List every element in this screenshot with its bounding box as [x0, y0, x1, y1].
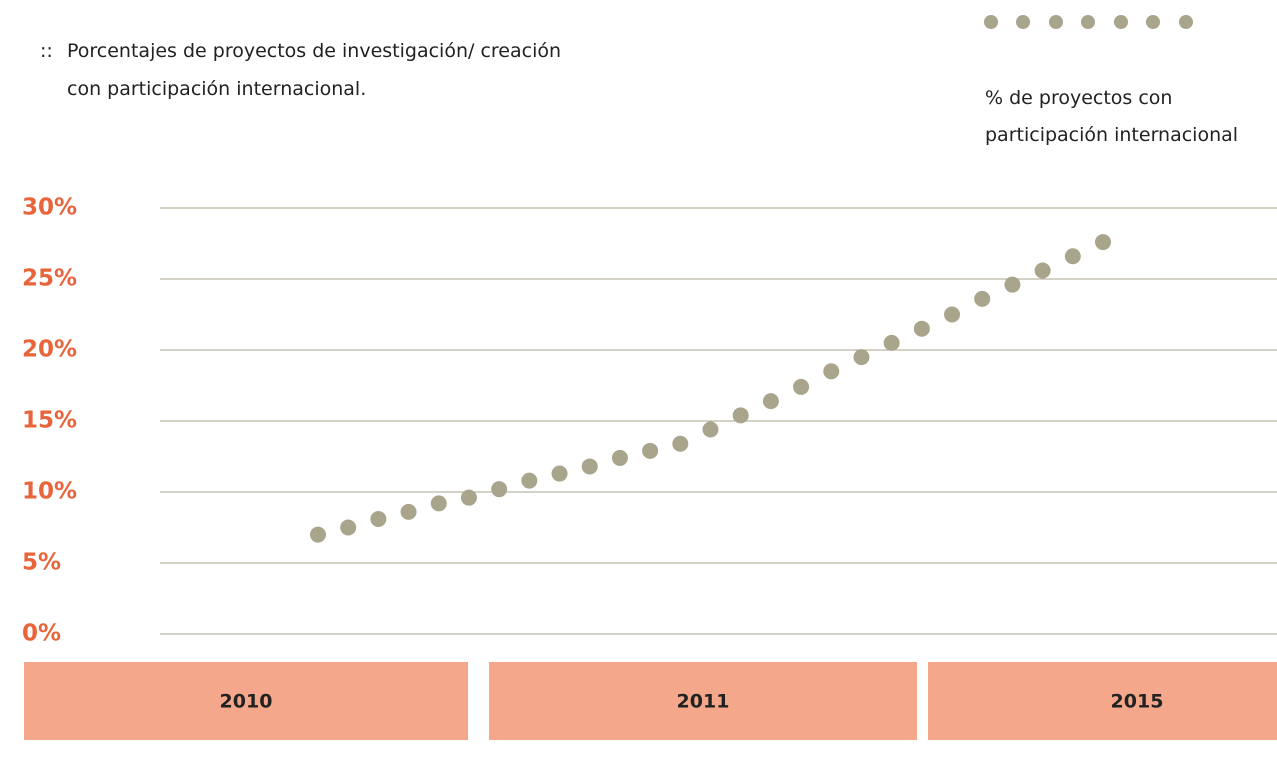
title-block: :: Porcentajes de proyectos de investiga… — [40, 32, 600, 108]
y-tick-label: 15% — [22, 408, 77, 434]
dot — [762, 393, 779, 410]
period-band — [489, 662, 917, 740]
dot — [642, 442, 659, 459]
chart-title: Porcentajes de proyectos de investigació… — [67, 40, 562, 100]
dot — [460, 489, 477, 506]
y-tick-label: 30% — [22, 195, 77, 221]
dot — [883, 334, 900, 351]
dot — [551, 465, 568, 482]
dot — [430, 495, 447, 512]
dot — [521, 472, 538, 489]
y-tick-label: 20% — [22, 337, 77, 363]
dot — [1004, 276, 1021, 293]
dot — [823, 363, 840, 380]
dot — [1064, 248, 1081, 265]
period-label: 2011 — [677, 691, 730, 713]
period-band — [928, 662, 1277, 740]
title-marker: :: — [40, 40, 53, 62]
y-tick-label: 25% — [22, 266, 77, 292]
dot — [1095, 234, 1111, 251]
dot — [581, 458, 598, 475]
dot — [1034, 262, 1051, 279]
dot — [611, 449, 628, 466]
dot — [400, 503, 417, 520]
y-tick-label: 10% — [22, 479, 77, 505]
period-label: 2010 — [220, 691, 273, 713]
dot — [913, 320, 930, 337]
dot — [732, 407, 749, 424]
y-tick-label: 0% — [22, 621, 61, 647]
dot — [974, 290, 991, 307]
dot — [944, 306, 961, 323]
dot — [370, 510, 387, 527]
dot — [853, 349, 870, 366]
dot — [491, 481, 508, 498]
dot — [672, 435, 689, 452]
dot — [793, 378, 810, 395]
period-label: 2015 — [1111, 691, 1164, 713]
dot — [702, 421, 719, 438]
dot — [340, 519, 357, 536]
legend-dots — [984, 15, 1193, 29]
period-band — [24, 662, 468, 740]
y-tick-label: 5% — [22, 550, 61, 576]
legend-label: % de proyectos con participación interna… — [985, 87, 1239, 146]
dot — [310, 526, 326, 543]
